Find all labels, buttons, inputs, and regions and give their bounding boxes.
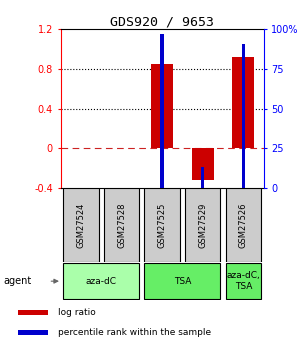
Bar bbox=[185, 188, 220, 262]
Bar bbox=[104, 188, 139, 262]
Text: aza-dC: aza-dC bbox=[86, 277, 117, 286]
Text: percentile rank within the sample: percentile rank within the sample bbox=[58, 328, 211, 337]
Bar bbox=[63, 188, 98, 262]
Text: log ratio: log ratio bbox=[58, 308, 95, 317]
Bar bbox=[18, 330, 48, 335]
Bar bbox=[161, 34, 164, 188]
Bar bbox=[145, 263, 220, 299]
Text: GSM27528: GSM27528 bbox=[117, 203, 126, 248]
Bar bbox=[232, 57, 255, 148]
Text: agent: agent bbox=[3, 276, 31, 286]
Bar bbox=[63, 263, 139, 299]
Bar bbox=[242, 43, 245, 188]
Bar bbox=[145, 188, 180, 262]
Bar bbox=[226, 188, 261, 262]
Text: aza-dC,
TSA: aza-dC, TSA bbox=[226, 272, 260, 291]
Text: GSM27525: GSM27525 bbox=[158, 203, 167, 248]
Bar bbox=[226, 263, 261, 299]
Bar bbox=[201, 167, 204, 188]
Text: GSM27524: GSM27524 bbox=[76, 203, 85, 248]
Text: TSA: TSA bbox=[174, 277, 191, 286]
Bar bbox=[18, 310, 48, 315]
Bar bbox=[191, 148, 214, 180]
Text: GSM27529: GSM27529 bbox=[198, 203, 207, 248]
Bar bbox=[151, 63, 173, 148]
Title: GDS920 / 9653: GDS920 / 9653 bbox=[110, 15, 214, 28]
Text: GSM27526: GSM27526 bbox=[239, 203, 248, 248]
